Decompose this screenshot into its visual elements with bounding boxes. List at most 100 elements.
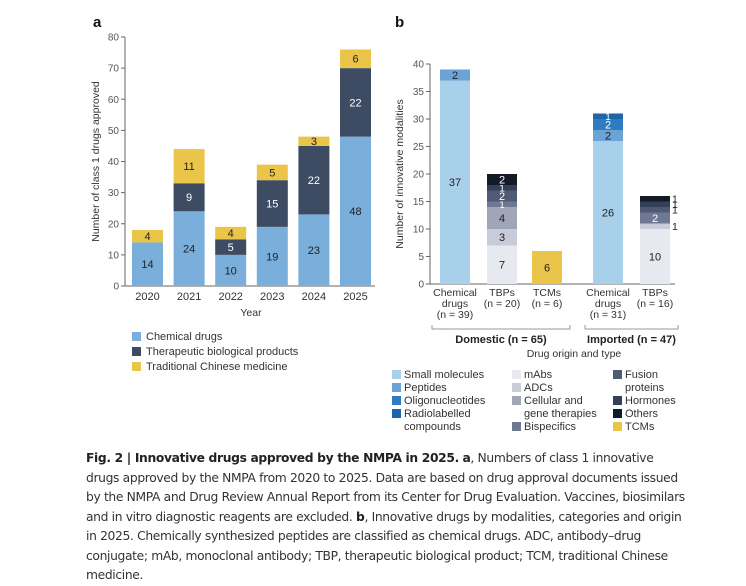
- y-tick-label: 20: [413, 170, 425, 181]
- legend-swatch-mabs: [512, 370, 521, 379]
- bar-therapeutic-biological-products-2022: [215, 239, 247, 255]
- data-label: 3: [499, 232, 505, 244]
- x-category-label: (n = 31): [590, 309, 626, 321]
- legend-label-small-molecules: Small molecules: [404, 369, 485, 381]
- legend-swatch-fusion-proteins: [613, 370, 622, 379]
- data-label: 1: [605, 112, 611, 123]
- data-label: 2: [605, 119, 611, 131]
- data-label: 10: [649, 251, 661, 263]
- bar-small-molecules-0: [440, 80, 470, 284]
- bar-traditional-chinese-medicine-2022: [215, 226, 247, 240]
- bar-chemical-drugs-2022: [215, 254, 247, 286]
- bar-oligonucleotides-3: [593, 119, 623, 130]
- data-label: 1: [499, 200, 505, 211]
- y-tick-label: 5: [418, 252, 424, 263]
- bar-chemical-drugs-2021: [173, 211, 205, 286]
- legend-label-cellular-and-gene-therapies: Cellular and: [524, 395, 583, 407]
- data-label: 26: [602, 207, 614, 219]
- caption-b-text: , Innovative drugs by modalities, catego…: [86, 509, 682, 583]
- bar-therapeutic-biological-products-2023: [256, 180, 288, 227]
- legend-label-radiolabelled-compounds: compounds: [404, 421, 461, 433]
- bar-adcs-4: [640, 223, 670, 229]
- group-label-imported: Imported (n = 47): [587, 334, 676, 346]
- legend-swatch-bispecifics: [512, 422, 521, 431]
- bar-traditional-chinese-medicine-2025: [340, 49, 371, 69]
- group-bracket: [431, 325, 571, 330]
- bar-hormones-1: [487, 185, 517, 191]
- legend-label-adcs: ADCs: [524, 382, 553, 394]
- legend-swatch-radiolabelled-compounds: [392, 409, 401, 418]
- data-label: 24: [183, 244, 195, 256]
- bar-adcs-1: [487, 229, 517, 246]
- bar-mabs-1: [487, 245, 517, 284]
- data-label: 2: [452, 70, 458, 82]
- data-label-outside: 1: [672, 205, 678, 217]
- x-category-label: Chemical: [586, 287, 630, 299]
- x-tick-label: 2021: [177, 291, 201, 303]
- data-label: 14: [141, 259, 153, 271]
- x-category-label: (n = 6): [532, 298, 563, 310]
- legend-swatch-oligonucleotides: [392, 396, 401, 405]
- legend-label-peptides: Peptides: [404, 382, 447, 394]
- legend-swatch-chemical-drugs: [132, 332, 141, 341]
- x-category-label: TBPs: [489, 287, 515, 299]
- data-label: 5: [228, 242, 234, 254]
- data-label: 48: [349, 206, 361, 218]
- legend-swatch-tcms: [613, 422, 622, 431]
- legend-swatch-small-molecules: [392, 370, 401, 379]
- x-category-label: (n = 39): [437, 309, 473, 321]
- legend-label-tcms: TCMs: [625, 421, 655, 433]
- bar-mabs-4: [640, 229, 670, 284]
- x-tick-label: 2022: [218, 291, 242, 303]
- legend-swatch-peptides: [392, 383, 401, 392]
- legend-swatch-traditional-chinese-medicine: [132, 362, 141, 371]
- y-tick-label: 10: [108, 250, 120, 261]
- data-label-outside: 1: [672, 221, 678, 233]
- data-label: 2: [499, 174, 505, 186]
- data-label: 2: [499, 191, 505, 203]
- bar-peptides-3: [593, 130, 623, 141]
- legend-label-traditional-chinese-medicine: Traditional Chinese medicine: [146, 361, 287, 373]
- bar-chemical-drugs-2025: [340, 136, 371, 286]
- bar-traditional-chinese-medicine-2024: [298, 136, 330, 146]
- x-category-label: TBPs: [642, 287, 668, 299]
- data-label: 4: [144, 231, 150, 243]
- bar-others-4: [640, 196, 670, 202]
- y-tick-label: 30: [413, 115, 425, 126]
- bar-small-molecules-3: [593, 141, 623, 284]
- legend-label-oligonucleotides: Oligonucleotides: [404, 395, 486, 407]
- legend-label-hormones: Hormones: [625, 395, 676, 407]
- y-tick-label: 0: [113, 282, 119, 293]
- x-category-label: (n = 20): [484, 298, 520, 310]
- data-label: 15: [266, 198, 278, 210]
- bar-radiolabelled-compounds-3: [593, 113, 623, 119]
- y-tick-label: 25: [413, 142, 425, 153]
- legend-label-therapeutic-biological-products: Therapeutic biological products: [146, 346, 299, 358]
- y-tick-label: 35: [413, 87, 425, 98]
- chart-a: 0 10 20 30 40 50 60 70 80 Number of class 1 drugs…: [90, 33, 375, 373]
- bar-traditional-chinese-medicine-2020: [132, 229, 163, 243]
- x-axis-title: Drug origin and type: [527, 348, 622, 360]
- legend-label-radiolabelled-compounds: Radiolabelled: [404, 408, 471, 420]
- bar-chemical-drugs-2023: [256, 226, 288, 286]
- x-category-label: TCMs: [533, 287, 561, 299]
- bar-others-1: [487, 174, 517, 185]
- data-label: 2: [652, 213, 658, 225]
- legend-swatch-cellular-and-gene-therapies: [512, 396, 521, 405]
- y-tick-label: 80: [108, 33, 120, 44]
- data-label: 11: [183, 161, 194, 173]
- y-tick-label: 70: [108, 64, 120, 75]
- legend-label-chemical-drugs: Chemical drugs: [146, 331, 223, 343]
- y-tick-label: 10: [413, 225, 425, 236]
- bar-traditional-chinese-medicine-2023: [256, 164, 288, 181]
- x-category-label: Chemical: [433, 287, 477, 299]
- chart-b: 0 5 10 15 20 25 30 35 40 Number of innovative mod…: [392, 60, 679, 433]
- x-tick-label: 2023: [260, 291, 284, 303]
- data-label: 2: [605, 130, 611, 142]
- y-tick-label: 0: [418, 280, 424, 291]
- data-label: 6: [544, 262, 550, 274]
- legend-label-others: Others: [625, 408, 659, 420]
- legend-swatch-adcs: [512, 383, 521, 392]
- bar-fusion-proteins-1: [487, 190, 517, 202]
- y-tick-label: 20: [108, 219, 120, 230]
